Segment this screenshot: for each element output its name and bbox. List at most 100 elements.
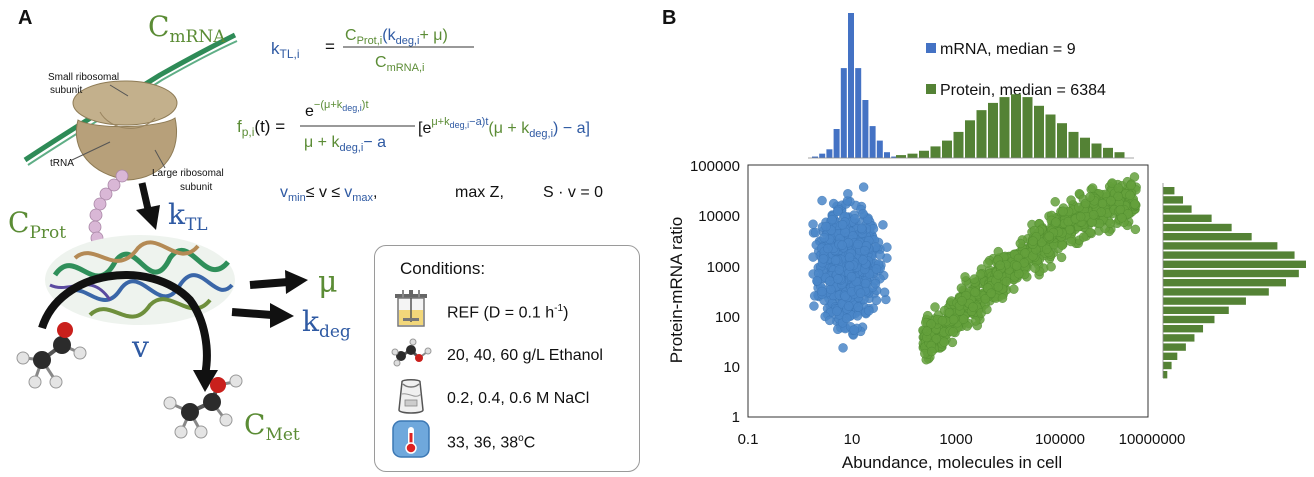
y-axis: 100000 10000 1000 100 10 1 [690, 158, 740, 426]
scatter-point-protein [1126, 180, 1136, 191]
scatter-point-protein [1130, 199, 1140, 209]
scatter-point-mrna [833, 206, 843, 217]
scatter-point-protein [960, 272, 970, 282]
scatter-point-mrna [858, 255, 868, 265]
scatter-point-protein [970, 316, 981, 326]
scatter-point-protein [957, 296, 967, 306]
scatter-point-mrna [826, 284, 836, 295]
scatter-point-mrna [844, 261, 855, 271]
hist-bar-ratio [1163, 315, 1215, 324]
scatter-point-protein [1014, 269, 1024, 279]
large-subunit-pointer [154, 149, 166, 169]
scatter-point-protein [969, 274, 980, 284]
panel-a-diagram: A CmRNA Small ribosomal subunit tRNA Lar… [8, 7, 603, 445]
scatter-point-mrna [834, 265, 845, 275]
c-prot-label: CProt [8, 206, 66, 243]
conditions-box: Conditions: REF (D = 0.1 h-1) 20, 40, 60… [374, 245, 640, 472]
hist-bar-protein [999, 97, 1010, 158]
hist-bar-ratio [1163, 205, 1192, 213]
scatter-point-mrna [844, 252, 855, 262]
x-tick-label: 10 [844, 431, 861, 448]
scatter-point-mrna [809, 301, 819, 311]
scatter-point-protein [956, 283, 967, 293]
mu-label: μ [318, 265, 338, 300]
hist-bar-ratio [1163, 251, 1295, 259]
hist-bar-mrna [812, 156, 818, 158]
condition-temperature: 33, 36, 38oC [447, 433, 536, 452]
scatter-point-protein [1056, 252, 1067, 263]
svg-text:CmRNA,i: CmRNA,i [375, 54, 424, 74]
scatter-point-mrna [858, 208, 868, 219]
hist-bar-mrna [819, 153, 826, 158]
scatter-point-protein [1085, 227, 1095, 238]
scatter-point-mrna [812, 276, 822, 286]
y-tick-label: 10000 [698, 208, 740, 225]
scatter-point-protein [948, 314, 959, 325]
scatter-points [808, 172, 1141, 365]
hist-bar-ratio [1163, 233, 1252, 241]
kdeg-label: kdeg [302, 305, 351, 342]
scatter-point-mrna [871, 295, 882, 306]
scatter-point-mrna [808, 252, 818, 262]
scatter-point-protein [1050, 197, 1060, 207]
y-tick-label: 1 [732, 409, 740, 426]
hist-bar-protein [1057, 123, 1067, 158]
scatter-point-mrna [833, 274, 843, 284]
scatter-point-protein [1130, 224, 1141, 235]
svg-text:=: = [325, 37, 335, 56]
ethanol-molecule-icon [391, 338, 432, 367]
scatter-point-mrna [843, 189, 853, 199]
substrate-molecule-icon [16, 322, 87, 389]
scatter-point-protein [1117, 213, 1127, 223]
scatter-point-mrna [850, 214, 860, 224]
hist-bar-protein [1068, 131, 1079, 158]
x-tick-label: 0.1 [738, 431, 759, 448]
c-mrna-label: CmRNA [148, 10, 226, 47]
scatter-point-protein [926, 319, 936, 329]
scatter-point-mrna [852, 311, 863, 321]
y-tick-label: 10 [723, 359, 740, 376]
scatter-point-protein [1097, 198, 1108, 209]
hist-bar-protein [907, 153, 918, 158]
hist-bar-protein [1011, 94, 1021, 158]
scatter-point-mrna [849, 325, 859, 335]
y-tick-label: 1000 [707, 259, 740, 276]
hist-bar-protein [1091, 143, 1102, 158]
legend-label-protein: Protein, median = 6384 [940, 82, 1106, 99]
x-tick-label: 1000 [939, 431, 972, 448]
right-histogram [1162, 183, 1306, 379]
scatter-point-protein [948, 327, 958, 337]
scatter-point-protein [1088, 210, 1099, 220]
scatter-point-protein [1015, 238, 1025, 249]
condition-ethanol: 20, 40, 60 g/L Ethanol [447, 347, 603, 364]
scatter-point-protein [1066, 236, 1076, 247]
equation-fba: vmin≤ v ≤ vmax, max Z, S · v = 0 [280, 184, 603, 204]
hist-bar-ratio [1163, 223, 1232, 232]
scatter-point-mrna [875, 250, 885, 260]
small-subunit-pointer [109, 84, 129, 97]
scatter-point-protein [1066, 195, 1076, 205]
scatter-point-mrna [860, 245, 870, 256]
scatter-point-protein [993, 282, 1003, 292]
hist-bar-mrna [848, 13, 854, 158]
scatter-point-mrna [864, 306, 874, 316]
hist-bar-protein [1080, 137, 1090, 158]
scatter-point-mrna [810, 227, 821, 238]
bioreactor-icon [395, 290, 427, 327]
mrna-strand [23, 32, 237, 163]
hist-bar-mrna [833, 129, 840, 158]
scatter-point-protein [1030, 263, 1040, 273]
scatter-point-mrna [817, 195, 827, 206]
hist-bar-mrna [840, 68, 847, 158]
hist-bar-mrna [884, 152, 890, 158]
scatter-point-mrna [882, 242, 892, 252]
hist-bar-protein [988, 102, 998, 158]
scatter-point-mrna [855, 288, 866, 298]
hist-bar-ratio [1163, 297, 1246, 305]
svg-text:vmin≤ v ≤vmax,: vmin≤ v ≤ vmax, [280, 184, 377, 204]
scatter-point-protein [980, 294, 991, 304]
scatter-point-mrna [827, 214, 837, 225]
hist-bar-ratio [1163, 325, 1204, 333]
plot-area [747, 164, 1149, 418]
scatter-point-protein [997, 293, 1008, 303]
